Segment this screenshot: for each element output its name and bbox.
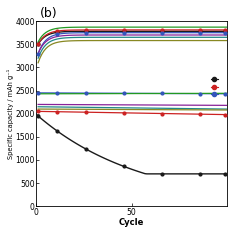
X-axis label: Cycle: Cycle	[119, 218, 144, 227]
Text: (b): (b)	[40, 7, 58, 20]
Legend: , , : , ,	[210, 76, 220, 99]
Y-axis label: Specific capacity / mAh g⁻¹: Specific capacity / mAh g⁻¹	[7, 69, 14, 159]
